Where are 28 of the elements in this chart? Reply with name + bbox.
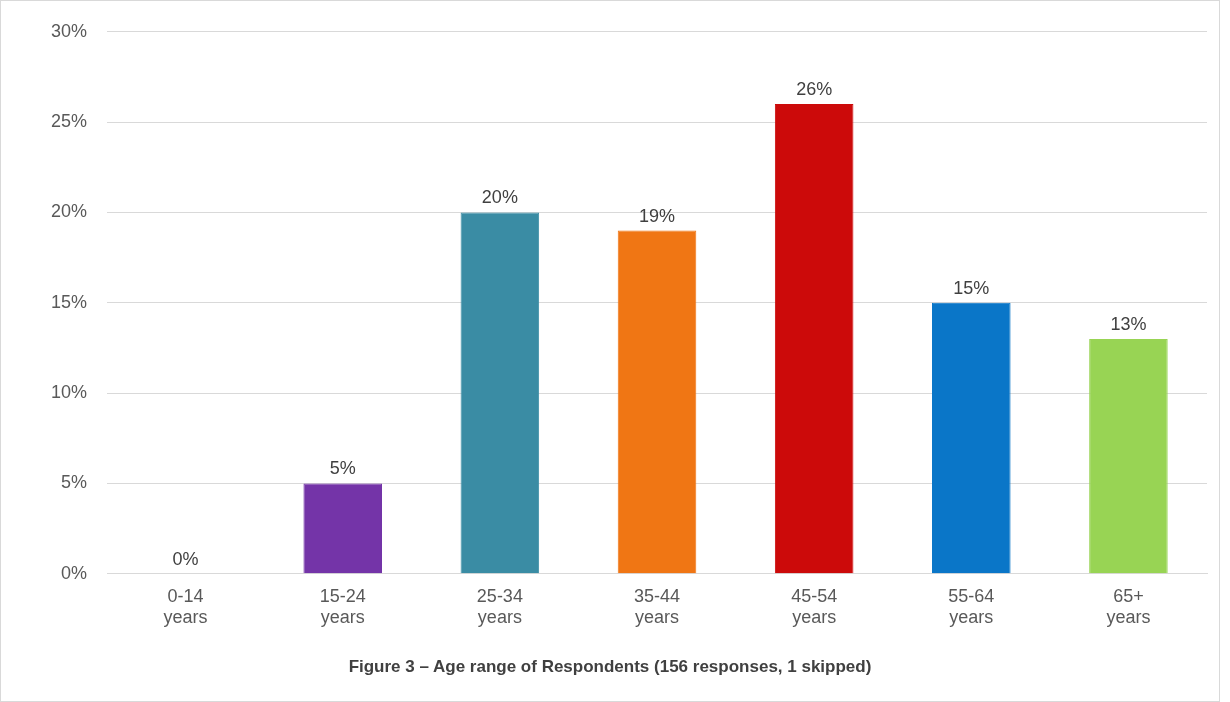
x-tick-label: 15-24 years <box>319 585 366 628</box>
data-label: 15% <box>953 277 990 298</box>
bar <box>1089 338 1168 574</box>
bar <box>460 212 540 574</box>
x-tick-label: 55-64 years <box>948 585 995 628</box>
bar <box>774 104 854 574</box>
y-tick-label: 30% <box>51 20 88 41</box>
y-tick-label: 20% <box>51 201 88 222</box>
y-tick-label: 0% <box>61 562 88 583</box>
data-label: 26% <box>796 79 833 100</box>
data-label: 0% <box>172 548 199 569</box>
x-tick-label: 45-54 years <box>791 585 838 628</box>
bar <box>617 230 697 574</box>
data-label: 19% <box>639 205 676 226</box>
data-label: 5% <box>329 458 356 479</box>
data-label: 20% <box>481 187 518 208</box>
x-tick-label: 35-44 years <box>633 585 681 628</box>
data-label: 13% <box>1110 313 1147 334</box>
y-tick-label: 10% <box>51 382 88 403</box>
x-tick-label: 65+ years <box>1106 585 1151 628</box>
x-tick-label: 25-34 years <box>476 585 523 628</box>
bar <box>303 483 383 574</box>
y-tick-label: 15% <box>51 291 88 312</box>
y-tick-label: 5% <box>61 472 88 493</box>
text: Figure 3 – Age range of Respondents (156 responses, 1 skipped) <box>347 657 873 677</box>
x-tick-label: 0-14 years <box>163 585 208 628</box>
y-tick-label: 25% <box>51 111 88 132</box>
bar <box>932 302 1011 574</box>
